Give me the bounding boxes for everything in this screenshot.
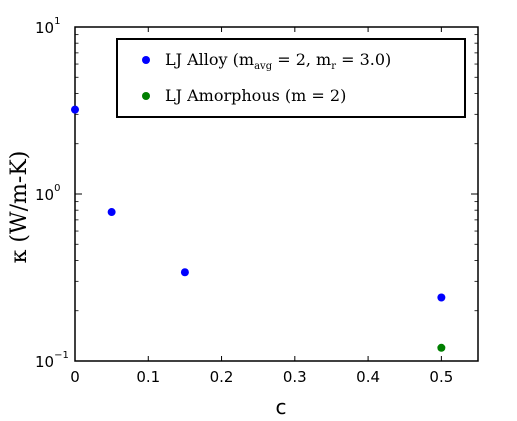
x-tick-label: 0.1 [136, 368, 160, 386]
data-point-series-1 [437, 343, 446, 352]
data-point-series-0 [71, 105, 79, 114]
legend-label-amorphous: LJ Amorphous (m = 2) [165, 86, 346, 105]
legend-box [116, 38, 466, 118]
x-tick-label: 0.5 [429, 368, 453, 386]
legend: LJ Alloy (mavg = 2, mr = 3.0) LJ Amorpho… [116, 38, 466, 118]
data-point-series-0 [107, 208, 116, 217]
x-axis-label: c [276, 395, 287, 419]
data-point-series-0 [180, 268, 189, 277]
y-tick-label: 10−1 [35, 350, 69, 371]
x-tick-label: 0.2 [210, 368, 234, 386]
data-point-series-0 [437, 293, 446, 302]
legend-label-alloy: LJ Alloy (mavg = 2, mr = 3.0) [165, 50, 391, 72]
legend-marker-alloy [142, 56, 150, 64]
legend-marker-amorphous [142, 92, 150, 100]
x-tick-label: 0 [70, 368, 80, 386]
y-axis-ticks: 10−1 100 101 [35, 16, 478, 371]
x-tick-label: 0.3 [283, 368, 307, 386]
y-tick-label: 100 [35, 183, 60, 204]
y-axis-label: κ (W/m-K) [7, 151, 32, 264]
data-points [71, 105, 446, 352]
x-axis-ticks: 0 0.1 0.2 0.3 0.4 0.5 [70, 27, 453, 386]
x-tick-label: 0.4 [356, 368, 380, 386]
y-tick-label: 101 [35, 16, 60, 37]
